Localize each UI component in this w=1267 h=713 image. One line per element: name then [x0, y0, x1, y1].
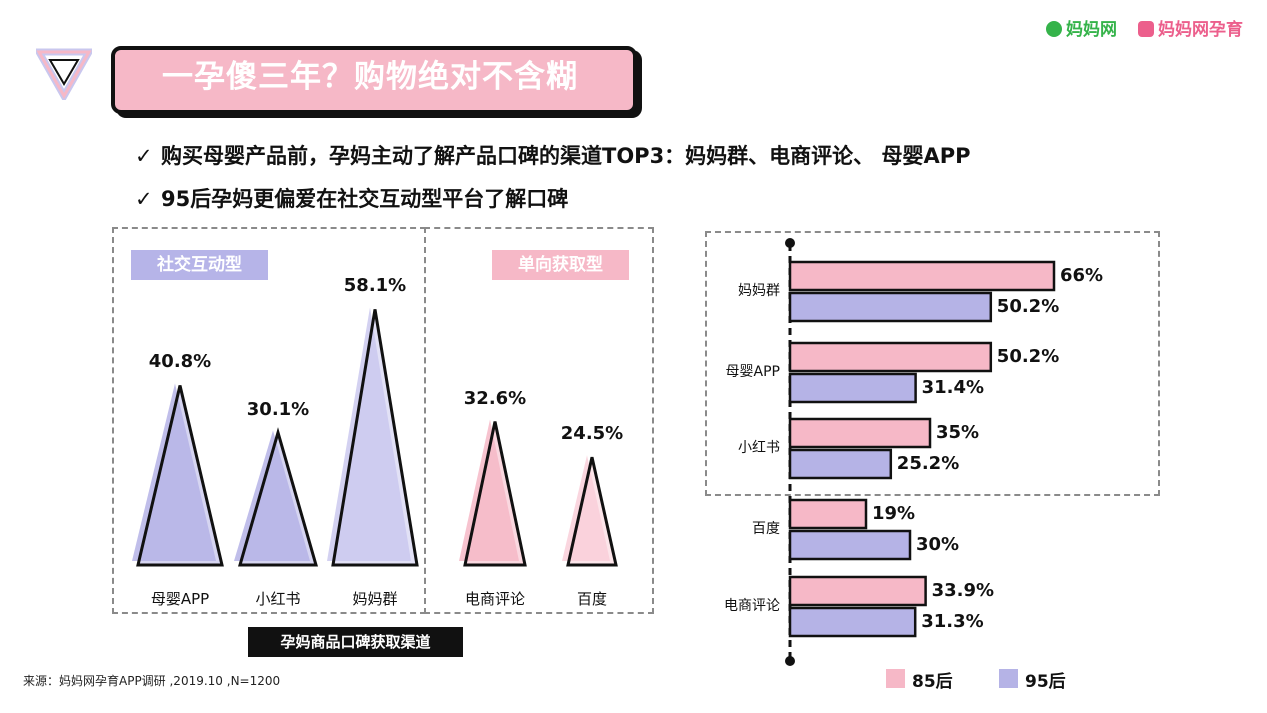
bar-value-label: 31.3%: [921, 611, 984, 632]
bar-85-0: [788, 260, 1056, 292]
triangle-category-label: 妈妈群: [352, 590, 398, 608]
triangle-mark-1: [238, 427, 318, 567]
bar-value-label: 66%: [1060, 265, 1104, 286]
bar-85-4: [788, 575, 927, 607]
bar-95-1: [788, 372, 917, 404]
triangle-category-label: 电商评论: [464, 590, 525, 608]
bar-95-3: [788, 529, 912, 561]
bar-category-label: 母婴APP: [725, 364, 780, 380]
triangle-category-label: 百度: [576, 590, 607, 608]
triangle-mark-2: [331, 309, 419, 567]
triangle-mark-3: [463, 421, 527, 567]
bullet-1: ✓ 购买母婴产品前，孕妈主动了解产品口碑的渠道TOP3：妈妈群、电商评论、 母婴A…: [135, 144, 971, 168]
oneway-group-frame: [424, 227, 654, 614]
triangle-category-label: 母婴APP: [150, 590, 210, 608]
group-label-oneway: 单向获取型: [492, 250, 629, 280]
bar-85-1: [788, 341, 993, 373]
triangle-value-label: 40.8%: [148, 351, 212, 373]
chart-caption: 孕妈商品口碑获取渠道: [248, 627, 463, 657]
title-banner: [111, 46, 637, 114]
bar-value-label: 25.2%: [896, 453, 960, 474]
legend-swatch-85: [886, 669, 905, 688]
axis-end-dot: [785, 238, 795, 248]
bar-95-0: [788, 291, 993, 323]
logo-mamawang-yunyu: 妈妈网孕育: [1138, 15, 1243, 40]
bar-value-label: 19%: [872, 503, 916, 524]
triangle-mark-4: [566, 456, 618, 567]
bar-value-label: 50.2%: [996, 296, 1060, 317]
bar-value-label: 31.4%: [921, 377, 985, 398]
triangle-value-label: 58.1%: [343, 275, 407, 297]
top3-highlight-frame: [705, 231, 1160, 496]
bar-category-label: 电商评论: [724, 598, 780, 614]
legend-label-95: 95后: [1025, 672, 1066, 692]
logo-mamawang: 妈妈网: [1046, 15, 1117, 40]
source-note: 来源：妈妈网孕育APP调研 ,2019.10 ,N=1200: [23, 674, 281, 688]
triangle-chart: [132, 307, 618, 567]
bar-value-label: 30%: [916, 534, 960, 555]
triangle-category-label: 小红书: [255, 590, 301, 608]
axis-end-dot: [785, 656, 795, 666]
bar-category-label: 妈妈群: [738, 283, 780, 299]
logo-app-icon: [1138, 21, 1154, 37]
triangle-value-label: 24.5%: [560, 423, 624, 445]
bar-value-label: 50.2%: [996, 346, 1060, 367]
bar-85-2: [788, 417, 932, 449]
logo-dot-icon: [1046, 21, 1062, 37]
bullet-2: ✓ 95后孕妈更偏爱在社交互动型平台了解口碑: [135, 187, 569, 211]
bar-value-label: 33.9%: [931, 580, 995, 601]
bar-category-label: 小红书: [738, 440, 780, 456]
triangle-value-label: 32.6%: [463, 387, 527, 409]
triangle-mark-0: [136, 385, 224, 567]
group-label-social: 社交互动型: [131, 250, 268, 280]
bar-85-3: [788, 498, 868, 530]
check-icon: ✓: [135, 187, 153, 211]
legend-label-85: 85后: [912, 672, 953, 692]
bar-95-2: [788, 448, 893, 480]
page-title: 一孕傻三年？购物绝对不含糊: [162, 59, 578, 95]
bar-value-label: 35%: [936, 422, 980, 443]
triangle-value-label: 30.1%: [246, 398, 310, 420]
bar-category-label: 百度: [752, 521, 780, 537]
legend-swatch-95: [999, 669, 1018, 688]
bar-95-4: [788, 606, 917, 638]
brand-triangle-icon: [36, 48, 92, 100]
check-icon: ✓: [135, 144, 153, 168]
